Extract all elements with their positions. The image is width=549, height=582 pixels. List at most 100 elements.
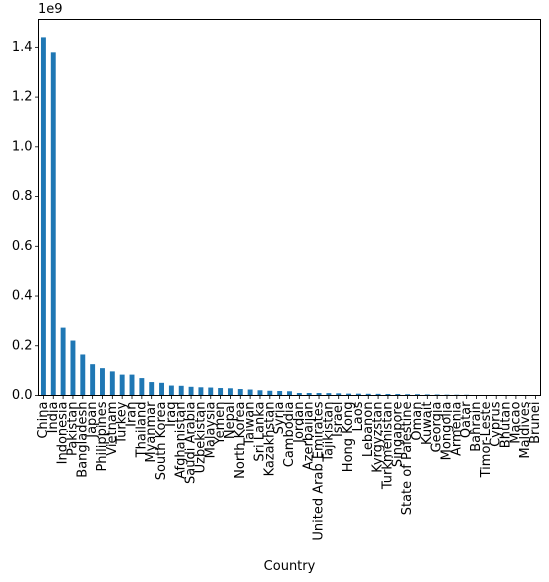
x-tick-label: Bangladesh: [75, 402, 90, 478]
x-tick-label: Cyprus: [489, 401, 504, 447]
bars-group: [40, 37, 539, 396]
x-tick-label: Timor-Leste: [479, 402, 494, 479]
x-tick-label: South Korea: [154, 402, 169, 481]
bar-india: [50, 52, 56, 396]
bar-vietnam: [109, 371, 115, 396]
x-tick-label: Kyrgyzstan: [371, 402, 386, 473]
x-tick-label: Laos: [351, 401, 366, 431]
x-tick-label: Maldives: [518, 401, 533, 458]
x-tick-label: Lebanon: [361, 402, 376, 458]
bar-myanmar: [149, 382, 155, 396]
x-tick-label: Pakistan: [65, 402, 80, 456]
bar-lebanon: [365, 393, 371, 396]
bar-cambodia: [287, 391, 292, 396]
bar-jordan: [296, 393, 302, 396]
bar-kyrgyzstan: [375, 393, 381, 396]
x-tick-label: Azerbaijan: [302, 402, 317, 471]
x-tick-label: Singapore: [390, 402, 405, 468]
bar-hong-kong: [346, 393, 352, 396]
x-tick-label: Tajikistan: [321, 402, 336, 463]
x-tick-label: Philippines: [95, 401, 110, 471]
bar-uzbekistan: [198, 387, 204, 396]
x-tick-label: Saudi Arabia: [184, 402, 199, 485]
bar-south-korea: [159, 382, 164, 396]
bar-north-korea: [237, 389, 243, 396]
bar-united-arab-emirates: [316, 393, 322, 396]
bar-yemen: [218, 388, 224, 396]
x-tick-label: Turkey: [115, 401, 130, 445]
x-tick-label: India: [46, 402, 61, 434]
bar-azerbaijan: [306, 393, 312, 396]
x-tick-label: United Arab Emirates: [312, 401, 327, 540]
bar-turkey: [119, 374, 125, 396]
x-tick-label: Uzbekistan: [193, 402, 208, 474]
y-tick-label: 0.0: [12, 388, 33, 403]
x-tick-label: Armenia: [449, 402, 464, 457]
bar-sri-lanka: [257, 390, 263, 396]
x-tick-label: Brunei: [528, 402, 543, 444]
x-tick-label: Malaysia: [203, 402, 218, 459]
x-tick-label: Kazakhstan: [262, 402, 277, 477]
x-tick-label: Japan: [85, 402, 100, 439]
x-tick-label: Indonesia: [56, 402, 71, 465]
bar-pakistan: [70, 340, 76, 396]
y-tick-label: 0.8: [12, 189, 33, 204]
x-tick-label: North Korea: [233, 402, 248, 479]
x-tick-label: Nepal: [223, 402, 238, 440]
x-tick-label: Israel: [331, 402, 346, 438]
x-tick-label: China: [36, 402, 51, 439]
bar-malaysia: [208, 387, 214, 396]
y-axis-offset-label: 1e9: [38, 2, 63, 17]
x-tick-label: Iran: [125, 402, 140, 427]
bar-taiwan: [247, 389, 253, 396]
x-tick-label: Hong Kong: [341, 402, 356, 473]
x-axis-ticks: ChinaIndiaIndonesiaPakistanBangladeshJap…: [36, 395, 543, 541]
x-tick-label: Taiwan: [243, 402, 258, 447]
x-tick-label: Thailand: [134, 402, 149, 459]
bar-tajikistan: [326, 393, 332, 396]
bar-afghanistan: [178, 385, 184, 396]
bar-thailand: [139, 378, 145, 396]
bar-singapore: [395, 394, 401, 396]
bar-laos: [355, 393, 361, 396]
bar-oman: [415, 394, 420, 396]
x-tick-label: Oman: [410, 402, 425, 441]
x-tick-label: Kuwait: [420, 402, 435, 445]
x-tick-label: Macao: [508, 401, 523, 443]
x-tick-label: Georgia: [430, 402, 445, 453]
x-tick-label: Bahrain: [469, 402, 484, 452]
y-tick-label: 1.4: [12, 40, 33, 55]
y-tick-label: 1.0: [12, 139, 33, 154]
x-tick-label: Cambodia: [282, 402, 297, 468]
bar-nepal: [227, 388, 233, 396]
bar-philippines: [100, 368, 105, 396]
bar-kuwait: [424, 394, 430, 396]
bar-saudi-arabia: [188, 386, 194, 396]
y-tick-label: 0.2: [12, 338, 33, 353]
x-tick-label: Mongolia: [439, 402, 454, 461]
y-axis-ticks: 0.0 0.2 0.4 0.6 0.8 1.0 1.2 1.4: [12, 40, 39, 403]
x-tick-label: Myanmar: [144, 401, 159, 463]
x-tick-label: Turkmenistan: [380, 402, 395, 491]
bar-japan: [90, 364, 96, 396]
x-tick-label: Iraq: [164, 402, 179, 427]
x-tick-label: State of Palestine: [400, 402, 415, 516]
bar-syria: [277, 391, 283, 396]
y-tick-label: 0.6: [12, 239, 33, 254]
y-tick-label: 1.2: [12, 90, 33, 105]
x-tick-label: Bhutan: [499, 402, 514, 449]
x-tick-label: Afghanistan: [174, 402, 189, 479]
x-tick-label: Sri Lanka: [252, 402, 267, 462]
x-tick-label: Syria: [272, 402, 287, 435]
y-tick-label: 0.4: [12, 289, 33, 304]
x-tick-label: Jordan: [292, 402, 307, 444]
bar-state-of-palestine: [405, 394, 411, 396]
x-tick-label: Qatar: [459, 401, 474, 438]
bar-iran: [129, 374, 135, 396]
bar-kazakhstan: [267, 390, 273, 396]
x-tick-label: Yemen: [213, 402, 228, 446]
x-axis-label: Country: [264, 559, 316, 574]
bar-israel: [336, 393, 342, 396]
bar-turkmenistan: [385, 394, 391, 396]
